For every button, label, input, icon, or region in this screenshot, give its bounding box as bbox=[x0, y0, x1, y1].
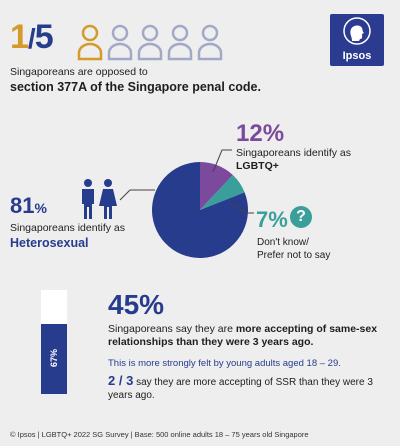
dontknow-percent: 7% bbox=[256, 207, 288, 232]
two-thirds-den: 3 bbox=[126, 373, 134, 388]
intro-line-2: section 377A of the Singapore penal code… bbox=[10, 80, 261, 94]
hetero-label-1: Singaporeans identify as bbox=[10, 222, 125, 234]
pie-slice-lgbtq bbox=[200, 162, 233, 210]
fraction-denominator: 5 bbox=[34, 18, 54, 56]
person-outline-icon bbox=[107, 24, 133, 61]
lgbtq-label-2: LGBTQ+ bbox=[236, 160, 279, 172]
young-adults-note: This is more strongly felt by young adul… bbox=[108, 358, 341, 369]
acceptance-percent: 45% bbox=[108, 289, 165, 320]
pie-slice-heterosexual bbox=[152, 162, 248, 258]
pie-slice-don-t-know-prefer-not-to-say bbox=[200, 175, 245, 210]
identity-pie-chart bbox=[152, 162, 248, 258]
two-thirds-note: 2 / 3 say they are more accepting of SSR… bbox=[108, 374, 388, 402]
intro-line-1: Singaporeans are opposed to bbox=[10, 66, 148, 78]
bar-label-text: 67% bbox=[48, 349, 59, 368]
hetero-percent: 81% bbox=[10, 193, 47, 219]
hetero-percent-value: 81 bbox=[10, 193, 35, 218]
ipsos-logo: Ipsos bbox=[330, 14, 384, 66]
dontknow-label-1: Don't know/ bbox=[257, 237, 309, 248]
acceptance-text-b: more accepting of same-sex relationships… bbox=[108, 323, 378, 348]
fraction-numerator: 1 bbox=[10, 18, 29, 56]
lgbtq-label-1: Singaporeans identify as bbox=[236, 147, 351, 159]
person-outline-icon bbox=[77, 24, 103, 61]
two-thirds-text: say they are more accepting of SSR than … bbox=[108, 377, 373, 401]
person-outline-icon bbox=[137, 24, 163, 61]
man-woman-icon bbox=[82, 179, 117, 219]
person-outline-icon bbox=[197, 24, 223, 61]
two-thirds-slash: / bbox=[115, 373, 127, 388]
question-mark-icon: ? bbox=[290, 206, 312, 228]
person-outline-icon bbox=[167, 24, 193, 61]
logo-text: Ipsos bbox=[342, 50, 372, 62]
two-thirds-num: 2 bbox=[108, 373, 116, 388]
fraction-headline: 1/5 bbox=[10, 18, 54, 57]
people-icons bbox=[77, 24, 223, 61]
hetero-label-2: Heterosexual bbox=[10, 236, 89, 250]
footer-source: © Ipsos | LGBTQ+ 2022 SG Survey | Base: … bbox=[10, 430, 309, 439]
acceptance-text: Singaporeans say they are more accepting… bbox=[108, 323, 398, 349]
hetero-percent-symbol: % bbox=[34, 200, 47, 216]
lgbtq-percent: 12% bbox=[236, 120, 285, 147]
young-adults-bar-fill bbox=[41, 324, 67, 394]
acceptance-text-a: Singaporeans say they are bbox=[108, 323, 236, 335]
young-adults-bar-label: 67% bbox=[41, 349, 67, 367]
head-profile-icon bbox=[343, 17, 371, 45]
dontknow-label-2: Prefer not to say bbox=[257, 250, 331, 261]
fraction-slash: / bbox=[27, 23, 36, 54]
